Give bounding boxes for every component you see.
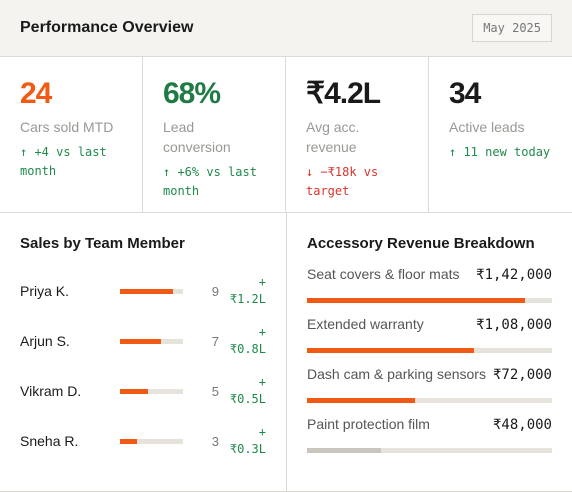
- kpi-label: Active leads: [449, 119, 525, 135]
- kpi-card: 34 Active leads ↑ 11 new today: [429, 57, 572, 212]
- member-row: Arjun S. 7 + ₹0.8L: [20, 316, 266, 366]
- bar-track: [120, 438, 183, 444]
- kpi-delta: ↑ +4 vs last month: [20, 145, 107, 178]
- header: Performance Overview May 2025: [0, 0, 572, 57]
- accessory-row: Paint protection film ₹48,000: [307, 416, 552, 466]
- team-panel: Sales by Team Member Priya K. 9 + ₹1.2L Arj…: [0, 213, 286, 491]
- member-count: 3: [211, 433, 219, 449]
- bar-track: [307, 348, 552, 353]
- member-name: Arjun S.: [20, 333, 70, 349]
- kpi-value: 24: [20, 77, 52, 110]
- kpi-row: 24 Cars sold MTD ↑ +4 vs last month 68% Lead…: [0, 57, 572, 213]
- accessory-panel: Accessory Revenue Breakdown Seat covers …: [286, 213, 572, 491]
- panel-title: Accessory Revenue Breakdown: [307, 235, 535, 252]
- bar-track: [307, 448, 552, 453]
- bar-track: [307, 398, 552, 403]
- accessory-amount: ₹1,08,000: [476, 317, 552, 333]
- member-row: Vikram D. 5 + ₹0.5L: [20, 366, 266, 416]
- kpi-card: 68% Lead conversion ↑ +6% vs last month: [143, 57, 286, 212]
- accessory-name: Dash cam & parking sensors: [307, 366, 486, 382]
- accessory-name: Seat covers & floor mats: [307, 266, 460, 282]
- accessory-row: Dash cam & parking sensors ₹72,000: [307, 366, 552, 416]
- bar: [120, 288, 173, 294]
- kpi-card: ₹4.2L Avg acc. revenue ↓ −₹18k vs target: [286, 57, 429, 212]
- member-count: 5: [211, 383, 219, 399]
- accessory-name: Extended warranty: [307, 316, 424, 332]
- bar: [120, 438, 137, 444]
- bar-track: [307, 298, 552, 303]
- kpi-label: Avg acc. revenue: [306, 119, 360, 155]
- accessory-head: Seat covers & floor mats ₹1,42,000: [307, 266, 552, 290]
- member-name: Priya K.: [20, 283, 70, 299]
- member-revenue: + ₹0.3L: [229, 425, 266, 456]
- accessory-amount: ₹48,000: [492, 417, 552, 433]
- kpi-value: 34: [449, 77, 481, 110]
- panel-title: Sales by Team Member: [20, 235, 185, 252]
- bar: [307, 298, 526, 303]
- bar-track: [120, 388, 183, 394]
- kpi-delta: ↑ +6% vs last month: [163, 165, 257, 198]
- accessory-row: Seat covers & floor mats ₹1,42,000: [307, 266, 552, 316]
- member-row: Sneha R. 3 + ₹0.3L: [20, 416, 266, 466]
- kpi-card: 24 Cars sold MTD ↑ +4 vs last month: [0, 57, 143, 212]
- kpi-delta: ↑ 11 new today: [449, 145, 551, 159]
- member-revenue: + ₹0.5L: [229, 375, 266, 406]
- kpi-delta: ↓ −₹18k vs target: [306, 165, 379, 198]
- kpi-value: 68%: [163, 77, 221, 110]
- accessory-head: Extended warranty ₹1,08,000: [307, 316, 552, 340]
- accessory-row: Extended warranty ₹1,08,000: [307, 316, 552, 366]
- bar: [307, 448, 381, 453]
- member-revenue: + ₹1.2L: [229, 275, 266, 306]
- kpi-label: Cars sold MTD: [20, 119, 114, 135]
- accessory-name: Paint protection film: [307, 416, 430, 432]
- bar: [307, 398, 415, 403]
- accessory-amount: ₹1,42,000: [476, 267, 552, 283]
- bar: [307, 348, 474, 353]
- member-row: Priya K. 9 + ₹1.2L: [20, 266, 266, 316]
- accessory-head: Paint protection film ₹48,000: [307, 416, 552, 440]
- lower: Sales by Team Member Priya K. 9 + ₹1.2L Arj…: [0, 213, 572, 492]
- date-picker[interactable]: May 2025: [472, 14, 552, 42]
- member-count: 7: [211, 333, 219, 349]
- bar: [120, 388, 148, 394]
- bar-track: [120, 338, 183, 344]
- kpi-value: ₹4.2L: [306, 77, 381, 110]
- bar: [120, 338, 161, 344]
- member-name: Sneha R.: [20, 433, 79, 449]
- kpi-label: Lead conversion: [163, 119, 231, 155]
- accessory-amount: ₹72,000: [492, 367, 552, 383]
- member-revenue: + ₹0.8L: [229, 325, 266, 356]
- member-name: Vikram D.: [20, 383, 82, 399]
- title: Performance Overview: [20, 19, 194, 36]
- accessory-head: Dash cam & parking sensors ₹72,000: [307, 366, 552, 390]
- member-count: 9: [211, 283, 219, 299]
- bar-track: [120, 288, 183, 294]
